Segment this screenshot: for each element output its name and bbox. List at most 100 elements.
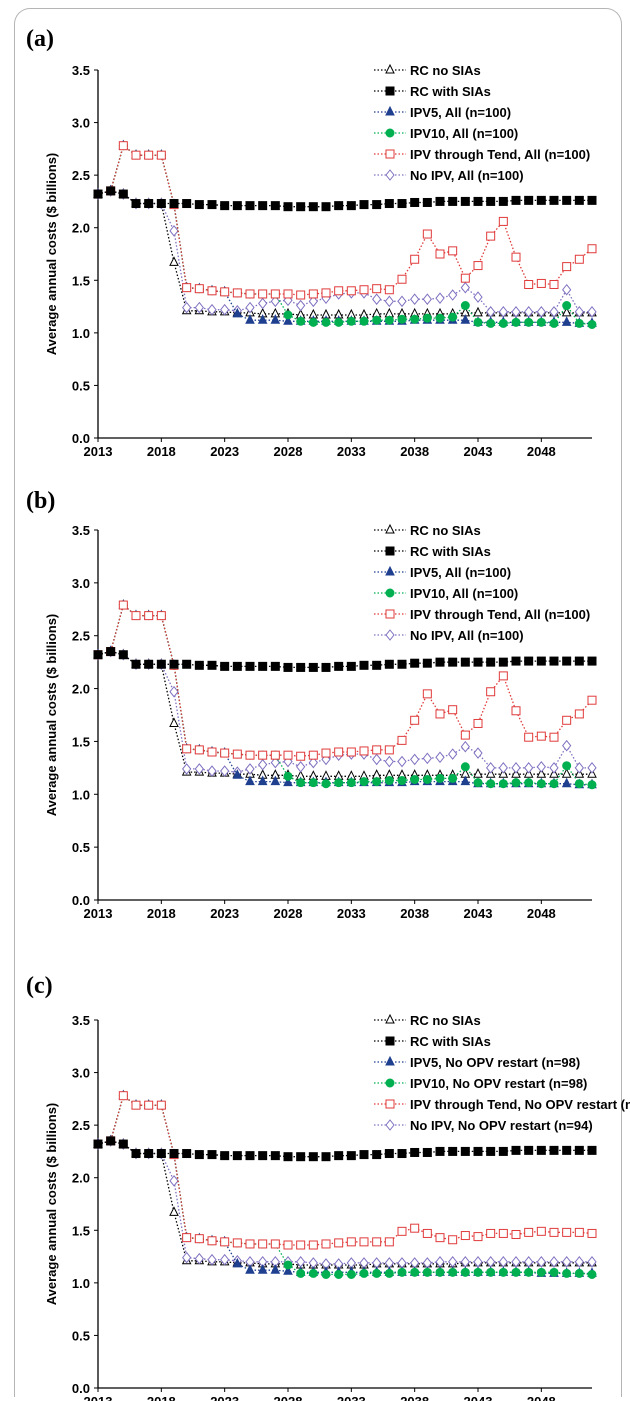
data-point (194, 1234, 204, 1244)
legend-label: IPV5, No OPV restart (n=98) (410, 1055, 580, 1070)
y-tick-label: 0.0 (72, 1381, 90, 1396)
data-point (169, 225, 179, 237)
data-point (384, 745, 394, 755)
data-point (296, 1240, 306, 1250)
data-point (220, 201, 230, 211)
data-point (561, 316, 572, 326)
data-point (194, 284, 204, 294)
series-1 (93, 1134, 597, 1269)
data-point (220, 765, 230, 777)
y-tick-label: 3.5 (72, 1013, 90, 1028)
data-point (296, 760, 306, 773)
data-point (574, 306, 584, 318)
legend: RC no SIAs RC with SIAs IPV5, All (n=100) I… (374, 523, 590, 643)
data-point (561, 306, 572, 317)
data-point (587, 1228, 597, 1238)
series-line (97, 1140, 592, 1265)
data-point (245, 750, 255, 760)
data-point (498, 671, 508, 681)
data-point (321, 202, 331, 212)
data-point (511, 1145, 521, 1155)
data-point (169, 1149, 179, 1159)
data-point (562, 1145, 572, 1155)
data-point (435, 196, 445, 206)
data-point (524, 279, 534, 289)
data-point (549, 318, 559, 328)
data-point (549, 779, 559, 789)
data-point (422, 293, 432, 306)
data-point (397, 755, 407, 768)
data-point (258, 1239, 268, 1249)
data-point (422, 774, 432, 784)
data-point (448, 196, 458, 206)
data-point (346, 1237, 356, 1247)
data-point (245, 314, 255, 324)
data-point (486, 762, 496, 774)
x-tick-label: 2018 (147, 906, 176, 921)
data-point (460, 740, 470, 753)
data-point (435, 1233, 445, 1243)
data-point (410, 197, 420, 207)
legend-label: IPV10, All (n=100) (410, 126, 518, 141)
data-point (144, 1149, 154, 1159)
legend-marker (385, 565, 395, 576)
legend-marker (385, 86, 395, 96)
x-tick-label: 2013 (84, 1394, 113, 1401)
data-point (460, 657, 470, 667)
data-point (422, 229, 432, 239)
data-point (321, 1269, 331, 1279)
data-point (207, 765, 217, 777)
data-point (220, 287, 230, 297)
data-point (182, 1149, 192, 1159)
legend-marker (385, 609, 395, 619)
legend-marker (385, 105, 395, 116)
data-point (270, 289, 280, 299)
legend-label: RC no SIAs (410, 1013, 481, 1028)
data-point (283, 771, 293, 781)
data-point (511, 778, 521, 788)
data-point (321, 662, 331, 672)
legend-label: IPV through Tend, All (n=100) (410, 147, 590, 162)
y-tick-label: 3.5 (72, 63, 90, 78)
y-tick-label: 2.5 (72, 168, 90, 183)
data-point (574, 1227, 584, 1237)
data-point (384, 1237, 394, 1247)
data-point (220, 748, 230, 758)
data-point (270, 201, 280, 211)
data-point (334, 1151, 344, 1161)
data-point (562, 195, 572, 205)
legend-marker (385, 1078, 395, 1088)
data-point (93, 189, 103, 199)
data-point (435, 1146, 445, 1156)
data-point (372, 660, 382, 670)
data-point (384, 1268, 394, 1278)
data-point (182, 283, 192, 293)
data-point (574, 195, 584, 205)
data-point (511, 252, 521, 262)
x-tick-label: 2028 (274, 1394, 303, 1401)
legend-label: RC with SIAs (410, 1034, 491, 1049)
data-point (194, 1150, 204, 1160)
data-point (156, 199, 166, 209)
data-point (410, 774, 420, 784)
data-point (448, 705, 458, 715)
data-point (296, 1152, 306, 1162)
data-point (308, 1240, 318, 1250)
data-point (473, 1146, 483, 1156)
legend-marker (385, 1036, 395, 1046)
series-5 (93, 141, 597, 300)
data-point (435, 313, 445, 323)
data-point (549, 732, 559, 742)
y-tick-label: 1.0 (72, 326, 90, 341)
data-point (561, 768, 572, 778)
data-point (169, 685, 179, 698)
data-point (536, 731, 546, 741)
legend-marker (385, 128, 395, 138)
data-point (562, 1268, 572, 1278)
data-point (422, 658, 432, 668)
figure-frame (14, 8, 622, 1397)
data-point (194, 763, 204, 775)
legend-marker (385, 149, 395, 159)
data-point (118, 650, 128, 660)
data-point (308, 1152, 318, 1162)
